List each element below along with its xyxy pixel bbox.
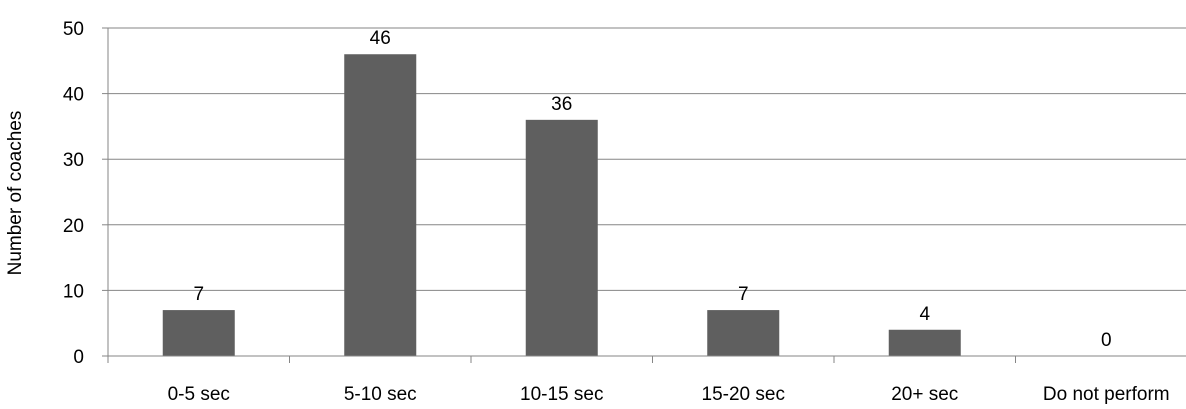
- data-label: 36: [551, 94, 572, 115]
- y-tick-label: 20: [63, 216, 84, 237]
- y-tick-label: 0: [73, 347, 84, 368]
- data-label: 4: [919, 304, 930, 325]
- x-category-labels: 0-5 sec 5-10 sec 10-15 sec 15-20 sec 20+ sec…: [168, 384, 1170, 405]
- x-category-label: 20+ sec: [891, 384, 958, 405]
- y-tick-label: 40: [63, 85, 84, 106]
- bars: [162, 54, 961, 357]
- x-category-label: Do not perform: [1043, 384, 1170, 405]
- x-category-label: 5-10 sec: [344, 384, 417, 405]
- data-label: 7: [193, 284, 204, 305]
- y-axis-title: Number of coaches: [5, 111, 26, 276]
- x-category-label: 15-20 sec: [702, 384, 785, 405]
- gridlines: [108, 27, 1186, 291]
- bar: [707, 310, 780, 356]
- data-labels: 7 46 36 7 4 0: [193, 28, 1111, 351]
- y-tick-labels: 0 10 20 30 40 50: [63, 19, 84, 368]
- bar: [525, 119, 598, 356]
- x-category-label: 10-15 sec: [520, 384, 603, 405]
- bar: [344, 54, 417, 357]
- x-category-label: 0-5 sec: [168, 384, 230, 405]
- y-tick-label: 50: [63, 19, 84, 40]
- data-label: 46: [370, 28, 391, 49]
- bar: [888, 329, 961, 356]
- bar: [162, 310, 235, 356]
- y-tick-label: 10: [63, 281, 84, 302]
- axes: [102, 27, 1186, 363]
- y-tick-label: 30: [63, 150, 84, 171]
- data-label: 7: [738, 284, 749, 305]
- data-label: 0: [1101, 330, 1112, 351]
